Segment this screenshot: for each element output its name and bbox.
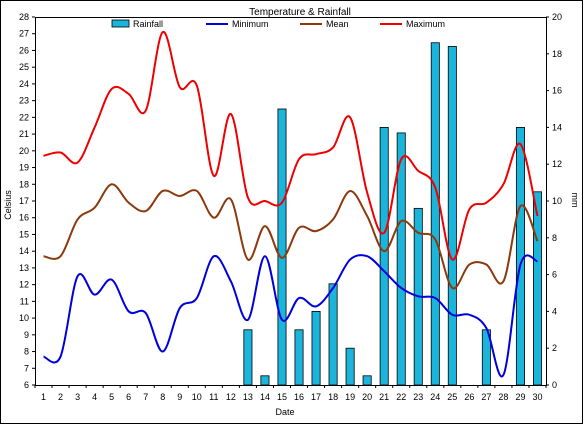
left-tick-label: 11 <box>20 296 29 306</box>
x-tick-label: 29 <box>515 392 525 402</box>
right-tick-label: 2 <box>552 343 557 353</box>
rainfall-bar <box>362 375 372 386</box>
x-tick-label: 1 <box>41 392 46 402</box>
left-tick-label: 21 <box>19 129 29 139</box>
x-tick-label: 2 <box>58 392 63 402</box>
rainfall-bar <box>294 329 304 386</box>
x-tick-label: 13 <box>243 392 253 402</box>
x-tick-label: 17 <box>311 392 321 402</box>
rainfall-bar <box>430 42 440 386</box>
x-tick-label: 11 <box>209 392 218 402</box>
right-tick-label: 14 <box>552 122 562 132</box>
right-tick-label: 20 <box>552 12 562 22</box>
rainfall-bar <box>311 310 321 386</box>
right-tick-label: 8 <box>552 233 557 243</box>
rainfall-bar <box>277 108 287 386</box>
x-tick-label: 22 <box>396 392 406 402</box>
x-tick-label: 6 <box>126 392 131 402</box>
x-tick-label: 23 <box>413 392 423 402</box>
x-tick-label: 16 <box>294 392 304 402</box>
right-tick-label: 16 <box>552 86 562 96</box>
left-tick-label: 24 <box>19 79 29 89</box>
rainfall-bar <box>328 283 338 386</box>
left-tick-label: 7 <box>24 363 29 373</box>
x-tick-label: 27 <box>481 392 491 402</box>
right-axis-ticks: 0 2 4 6 8 10 12 14 16 18 20 <box>546 12 562 390</box>
legend-label-maximum: Maximum <box>406 19 445 29</box>
left-tick-label: 15 <box>19 229 29 239</box>
series-line-maximum <box>43 31 539 261</box>
x-tick-label: 5 <box>109 392 114 402</box>
legend-label-minimum: Minimum <box>232 19 269 29</box>
rainfall-bar <box>532 191 542 386</box>
left-tick-label: 12 <box>19 280 29 290</box>
right-tick-label: 6 <box>552 270 557 280</box>
x-tick-label: 14 <box>260 392 270 402</box>
x-tick-label: 20 <box>362 392 372 402</box>
legend-label-rainfall: Rainfall <box>133 19 163 29</box>
left-tick-label: 19 <box>19 163 29 173</box>
right-tick-label: 18 <box>552 49 562 59</box>
x-tick-label: 19 <box>345 392 355 402</box>
left-tick-label: 14 <box>19 246 29 256</box>
x-tick-label: 3 <box>75 392 80 402</box>
x-tick-label: 15 <box>277 392 287 402</box>
legend-swatch-rainfall <box>111 19 130 28</box>
series-line-mean <box>43 183 539 290</box>
chart-title: Temperature & Rainfall <box>249 7 351 18</box>
left-tick-label: 8 <box>24 347 29 357</box>
temperature-lines <box>43 31 539 378</box>
x-tick-label: 4 <box>92 392 97 402</box>
x-tick-label: 18 <box>328 392 338 402</box>
left-tick-label: 6 <box>24 380 29 390</box>
legend: Rainfall Minimum Mean Maximum <box>111 19 445 29</box>
left-tick-label: 13 <box>19 263 29 273</box>
x-tick-label: 21 <box>379 392 389 402</box>
x-tick-label: 9 <box>177 392 182 402</box>
rainfall-bar <box>379 127 389 386</box>
rainfall-bar <box>260 375 270 386</box>
x-tick-label: 8 <box>160 392 165 402</box>
x-tick-label: 25 <box>447 392 457 402</box>
left-tick-label: 18 <box>19 179 29 189</box>
x-tick-label: 7 <box>143 392 148 402</box>
rainfall-bar <box>515 127 525 386</box>
x-tick-label: 10 <box>192 392 202 402</box>
legend-label-mean: Mean <box>326 19 349 29</box>
x-tick-label: 12 <box>226 392 236 402</box>
left-axis-ticks: 6 7 8 9 10 11 12 13 14 15 16 17 18 19 20 21 22 23 24 25 26 27… <box>19 12 35 390</box>
y-axis-left-label: Celsius <box>3 190 13 220</box>
right-tick-label: 4 <box>552 306 557 316</box>
x-tick-label: 28 <box>498 392 508 402</box>
left-tick-label: 17 <box>19 196 29 206</box>
left-tick-label: 16 <box>19 213 29 223</box>
right-tick-label: 0 <box>552 380 557 390</box>
right-tick-label: 12 <box>552 159 562 169</box>
rainfall-bar <box>447 46 457 386</box>
rainfall-bar <box>345 347 355 386</box>
x-axis-label: Date <box>275 407 294 417</box>
x-axis-ticks: 1 2 3 4 5 6 7 8 9 10 11 12 13 14 15 16 17 18 19 20 21 22 23 24 2… <box>34 385 547 402</box>
left-tick-label: 10 <box>19 313 29 323</box>
series-line-minimum <box>43 254 538 378</box>
left-tick-label: 9 <box>24 330 29 340</box>
x-tick-label: 26 <box>464 392 474 402</box>
x-tick-label: 30 <box>532 392 542 402</box>
y-axis-right-label: mm <box>570 193 580 208</box>
right-tick-label: 10 <box>552 196 562 206</box>
left-tick-label: 27 <box>19 29 29 39</box>
left-tick-label: 23 <box>19 96 29 106</box>
left-tick-label: 22 <box>19 112 29 122</box>
left-tick-label: 26 <box>19 45 29 55</box>
x-tick-label: 24 <box>430 392 440 402</box>
left-tick-label: 28 <box>19 12 29 22</box>
rainfall-bar <box>243 329 253 386</box>
left-tick-label: 25 <box>19 62 29 72</box>
left-tick-label: 20 <box>19 146 29 156</box>
